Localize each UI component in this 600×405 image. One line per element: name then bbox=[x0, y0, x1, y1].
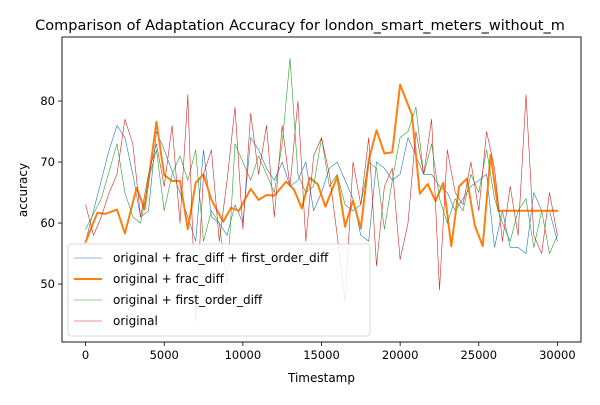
axes-layer: 0 5000 10000 15000 20000 25000 30000 50 60 70 80 bbox=[40, 36, 582, 362]
x-tick-label: 0 bbox=[82, 348, 89, 362]
series-line-2 bbox=[84, 83, 559, 248]
y-axis-label: accuracy bbox=[16, 163, 30, 217]
x-tick-label: 30000 bbox=[539, 348, 576, 362]
legend-label: original + frac_diff + first_order_diff bbox=[113, 251, 329, 265]
legend-label: original bbox=[113, 314, 158, 328]
series-line-4 bbox=[85, 94, 558, 321]
x-tick-label: 15000 bbox=[303, 348, 340, 362]
x-tick-label: 25000 bbox=[460, 348, 497, 362]
series-line-3 bbox=[85, 57, 558, 285]
y-tick-label: 60 bbox=[40, 216, 55, 230]
series-layer bbox=[84, 57, 559, 321]
x-axis-label: Timestamp bbox=[287, 371, 355, 385]
legend-box bbox=[67, 243, 371, 337]
y-tick-label: 80 bbox=[40, 94, 55, 108]
y-tick-label: 70 bbox=[40, 155, 55, 169]
y-tick-label: 50 bbox=[40, 277, 55, 291]
chart-title: Comparison of Adaptation Accuracy for lo… bbox=[35, 18, 565, 34]
x-tick-label: 5000 bbox=[150, 348, 179, 362]
x-tick-label: 20000 bbox=[382, 348, 419, 362]
legend: original + frac_diff + first_order_diffo… bbox=[67, 243, 371, 337]
legend-label: original + first_order_diff bbox=[113, 293, 263, 307]
legend-label: original + frac_diff bbox=[113, 272, 225, 286]
x-tick-label: 10000 bbox=[225, 348, 262, 362]
